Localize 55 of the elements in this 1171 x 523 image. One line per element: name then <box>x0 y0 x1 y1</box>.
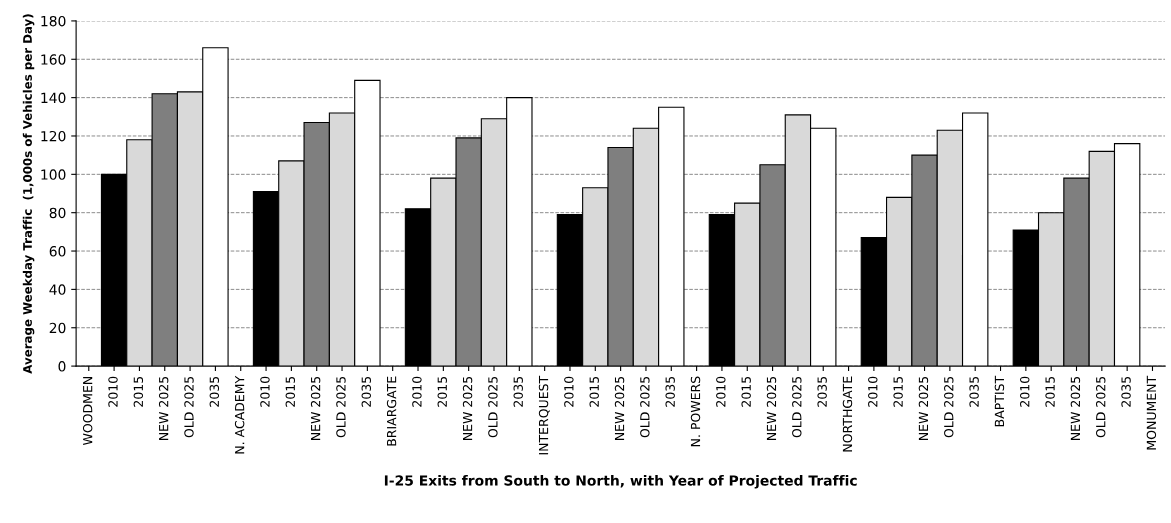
x-tick-label: 2010 <box>260 376 270 407</box>
x-tick-label: NEW 2025 <box>310 376 321 440</box>
x-tick-label: INTERQUEST <box>538 375 550 455</box>
x-tick-label: NEW 2025 <box>462 376 473 440</box>
x-tick-label: BRIARGATE <box>386 376 397 446</box>
x-tick-label: 2010 <box>716 376 726 407</box>
x-tick-label: 2035 <box>209 376 220 407</box>
x-tick-label: 2015 <box>133 376 144 407</box>
x-tick-label: 2035 <box>513 376 523 407</box>
y-tick-label: 80 <box>49 207 66 219</box>
y-tick-label: 60 <box>49 246 66 257</box>
x-tick-label: OLD 2025 <box>184 376 194 438</box>
x-tick-label: 2010 <box>412 376 422 407</box>
x-tick-label: 2015 <box>893 376 903 407</box>
x-tick-label: N. POWERS <box>690 376 701 447</box>
x-tick-label: NEW 2025 <box>766 376 777 440</box>
y-tick-label: 0 <box>58 361 66 372</box>
y-axis-title: Average Weekday Traffic (1,000s of Vehicles per Day) <box>22 14 35 374</box>
y-tick-label: 140 <box>41 92 66 104</box>
x-tick-label: N. ACADEMY <box>234 375 245 454</box>
x-tick-label: NEW 2025 <box>918 376 929 440</box>
y-tick-label: 160 <box>41 54 66 65</box>
x-tick-label: 2010 <box>868 376 878 407</box>
x-tick-label: NEW 2025 <box>158 376 169 440</box>
x-tick-label: 2035 <box>1121 376 1131 407</box>
x-tick-label: OLD 2025 <box>944 376 954 438</box>
y-tick-label: 180 <box>41 15 66 27</box>
y-tick-label: 20 <box>49 322 66 334</box>
x-tick-label: 2035 <box>361 376 371 407</box>
x-tick-label: NEW 2025 <box>614 376 625 440</box>
y-tick-label: 100 <box>41 169 66 180</box>
x-tick-label: 2010 <box>108 376 118 407</box>
x-tick-label: 2015 <box>1045 376 1055 407</box>
x-tick-label: OLD 2025 <box>336 376 346 438</box>
x-tick-label: 2015 <box>437 376 447 407</box>
x-tick-label: WOODMEN <box>82 377 93 446</box>
x-axis-title: I-25 Exits from South to North, with Year of Projected Traffic <box>384 474 857 489</box>
x-tick-label: OLD 2025 <box>640 376 650 438</box>
y-tick-label: 40 <box>49 284 66 295</box>
x-tick-label: BAPTIST <box>994 375 1005 427</box>
x-tick-label: 2015 <box>589 376 599 407</box>
x-tick-label: OLD 2025 <box>1096 376 1106 438</box>
x-tick-label: 2010 <box>564 376 574 407</box>
x-tick-label: 2035 <box>665 376 675 407</box>
x-tick-label: NORTHGATE <box>842 376 853 452</box>
x-tick-label: 2015 <box>741 376 751 407</box>
x-tick-label: OLD 2025 <box>792 376 802 438</box>
x-tick-label: 2010 <box>1020 376 1030 407</box>
x-tick-label: 2035 <box>817 376 827 407</box>
x-tick-label: 2015 <box>285 376 296 407</box>
x-tick-label: 2035 <box>969 376 979 407</box>
y-tick-label: 120 <box>41 130 66 142</box>
x-tick-label: OLD 2025 <box>488 376 498 438</box>
x-tick-label: NEW 2025 <box>1070 376 1081 440</box>
x-tick-label: MONUMENT <box>1146 375 1157 450</box>
